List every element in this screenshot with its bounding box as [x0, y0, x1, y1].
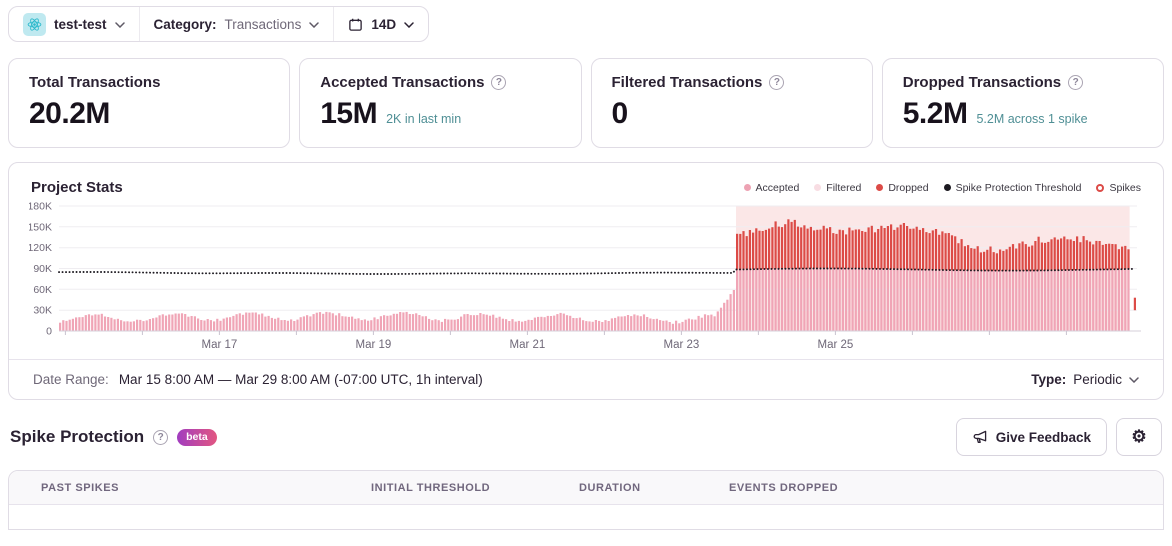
category-selector[interactable]: Category: Transactions: [138, 7, 334, 41]
gear-icon: ⚙: [1131, 427, 1147, 446]
card-label: Filtered Transactions: [611, 74, 763, 91]
date-range-text: Mar 15 8:00 AM — Mar 29 8:00 AM (-07:00 …: [118, 372, 483, 387]
project-stats-panel: Project Stats Accepted Filtered Dropped Spi…: [8, 162, 1164, 400]
help-icon[interactable]: [1068, 75, 1084, 90]
megaphone-icon: [972, 429, 988, 445]
chevron-down-icon: [114, 21, 125, 28]
dropped-transactions-card: Dropped Transactions 5.2M 5.2M across 1 …: [881, 58, 1164, 148]
legend-label: Filtered: [826, 181, 862, 194]
project-selector[interactable]: test-test: [9, 7, 139, 41]
svg-text:150K: 150K: [29, 221, 52, 233]
date-range-selector[interactable]: 14D: [333, 7, 428, 41]
spike-protection-header: Spike Protection beta Give Feedback ⚙: [8, 418, 1164, 456]
column-header: EVENTS DROPPED: [729, 481, 839, 494]
dot-marker-icon: [814, 184, 822, 191]
svg-text:120K: 120K: [29, 242, 52, 254]
give-feedback-label: Give Feedback: [995, 429, 1091, 445]
svg-text:Mar 25: Mar 25: [818, 339, 854, 351]
section-title: Spike Protection: [10, 427, 145, 446]
filter-bar: test-test Category: Transactions 14D: [8, 6, 430, 42]
category-label: Category:: [153, 16, 217, 32]
type-value: Periodic: [1073, 372, 1122, 387]
date-range-value: 14D: [371, 16, 397, 32]
legend-label: Dropped: [888, 181, 929, 194]
help-icon[interactable]: [153, 429, 169, 445]
date-range-label: Date Range:: [33, 372, 109, 387]
column-header: PAST SPIKES: [41, 481, 119, 494]
card-subtext: 2K in last min: [386, 112, 462, 126]
stat-cards-row: Total Transactions 20.2M Accepted Transa…: [8, 58, 1164, 148]
chevron-down-icon: [404, 21, 414, 28]
project-name: test-test: [54, 16, 107, 32]
legend-label: Spikes: [1109, 181, 1141, 194]
card-value: 5.2M: [902, 97, 968, 130]
chevron-down-icon: [309, 21, 320, 28]
legend-item-accepted[interactable]: Accepted: [743, 181, 800, 194]
give-feedback-button[interactable]: Give Feedback: [955, 418, 1107, 456]
dot-marker-icon: [876, 184, 884, 191]
card-value: 20.2M: [29, 97, 110, 130]
chart-title: Project Stats: [31, 179, 123, 196]
filtered-transactions-card: Filtered Transactions 0: [590, 58, 873, 148]
svg-text:90K: 90K: [33, 263, 52, 275]
chart-legend: Accepted Filtered Dropped Spike Protection …: [743, 181, 1141, 194]
card-value: 15M: [320, 97, 378, 130]
svg-text:60K: 60K: [33, 284, 52, 296]
card-label: Total Transactions: [29, 74, 161, 91]
svg-text:Mar 21: Mar 21: [510, 339, 546, 351]
category-value: Transactions: [224, 16, 302, 32]
ring-marker-icon: [1096, 183, 1105, 192]
card-subtext: 5.2M across 1 spike: [976, 112, 1088, 126]
dot-marker-icon: [743, 184, 751, 191]
calendar-icon: [348, 17, 363, 32]
legend-item-dropped[interactable]: Dropped: [876, 181, 929, 194]
past-spikes-table: PAST SPIKES INITIAL THRESHOLD DURATION EVEN…: [8, 470, 1164, 530]
chart-body: 180K 150K 120K 90K 60K 30K 0 Mar 17 Mar 19 Mar 21…: [9, 198, 1163, 359]
svg-text:0: 0: [46, 326, 52, 338]
svg-text:180K: 180K: [29, 202, 52, 213]
svg-text:Mar 17: Mar 17: [202, 339, 238, 351]
card-value: 0: [611, 97, 629, 130]
card-label: Dropped Transactions: [902, 74, 1062, 91]
legend-label: Accepted: [755, 181, 800, 194]
spike-table-header: PAST SPIKES INITIAL THRESHOLD DURATION EVEN…: [9, 471, 1163, 505]
help-icon[interactable]: [491, 75, 507, 90]
column-header: DURATION: [579, 481, 641, 494]
svg-text:Mar 23: Mar 23: [664, 339, 700, 351]
help-icon[interactable]: [769, 75, 785, 90]
settings-button[interactable]: ⚙: [1116, 418, 1162, 456]
beta-badge: beta: [177, 428, 217, 446]
chart-footer: Date Range: Mar 15 8:00 AM — Mar 29 8:00…: [9, 359, 1163, 399]
legend-item-filtered[interactable]: Filtered: [814, 182, 861, 194]
column-header: INITIAL THRESHOLD: [371, 481, 491, 494]
project-stats-chart[interactable]: 180K 150K 120K 90K 60K 30K 0 Mar 17 Mar 19 Mar 21…: [27, 201, 1141, 352]
chevron-down-icon: [1129, 377, 1139, 383]
react-platform-icon: [23, 12, 46, 36]
card-label: Accepted Transactions: [320, 74, 485, 91]
legend-label: Spike Protection Threshold: [955, 181, 1082, 194]
total-transactions-card: Total Transactions 20.2M: [8, 58, 291, 148]
legend-item-spikes[interactable]: Spikes: [1096, 182, 1141, 194]
dot-marker-icon: [943, 184, 951, 191]
svg-text:Mar 19: Mar 19: [356, 339, 392, 351]
accepted-transactions-card: Accepted Transactions 15M 2K in last min: [299, 58, 582, 148]
svg-text:30K: 30K: [33, 305, 52, 317]
legend-item-spike-protection-threshold[interactable]: Spike Protection Threshold: [943, 181, 1082, 194]
type-dropdown[interactable]: Type: Periodic: [1031, 372, 1139, 387]
type-label: Type:: [1031, 372, 1067, 387]
